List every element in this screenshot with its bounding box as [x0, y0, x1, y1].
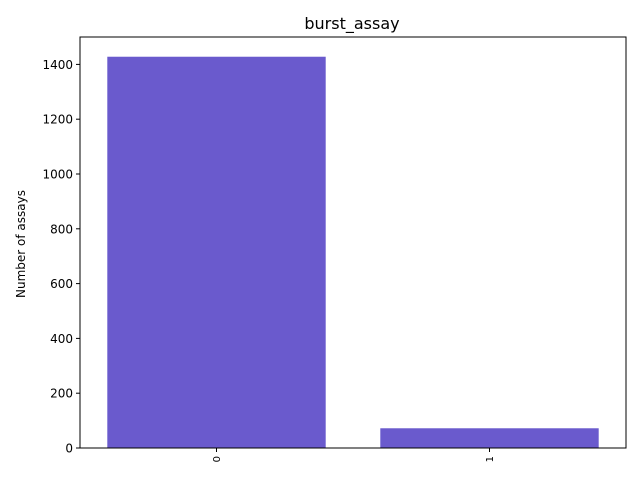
y-tick-label: 400 [50, 332, 73, 346]
bar-0 [107, 56, 326, 449]
bars-group [107, 56, 599, 449]
y-tick-label: 1000 [42, 168, 73, 182]
y-axis-label: Number of assays [14, 190, 28, 298]
chart-title: burst_assay [304, 14, 399, 34]
plot-area-frame [79, 36, 627, 449]
y-tick-label: 0 [65, 442, 73, 456]
y-tick-label: 1400 [42, 58, 73, 72]
y-tick-label: 200 [50, 387, 73, 401]
x-tick-label: 1 [485, 456, 496, 462]
y-tick-label: 800 [50, 222, 73, 236]
y-tick-label: 1200 [42, 113, 73, 127]
y-axis: 0 200 400 600 800 1000 1200 1400 [42, 58, 80, 456]
bar-1 [380, 428, 599, 448]
y-tick-label: 600 [50, 277, 73, 291]
x-tick-label: 0 [212, 456, 223, 462]
